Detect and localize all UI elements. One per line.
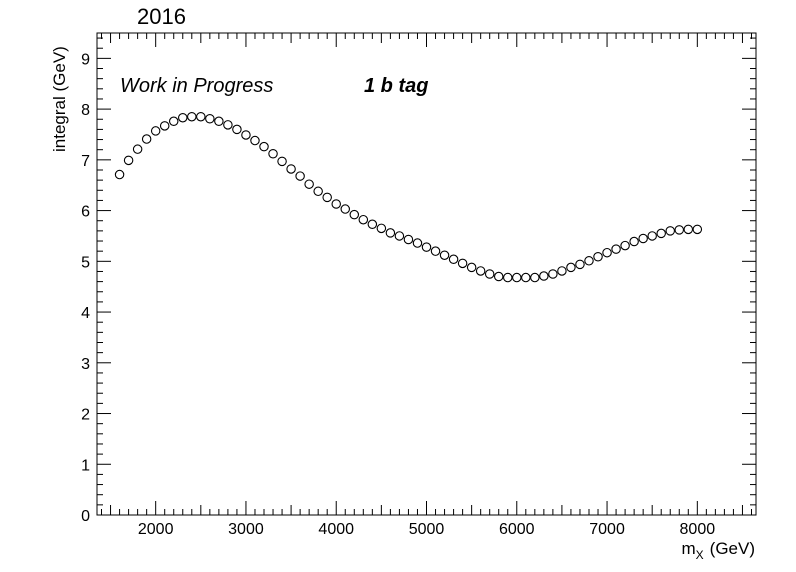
data-point <box>475 266 486 276</box>
data-point <box>313 186 323 197</box>
data-point <box>539 271 549 281</box>
data-point <box>132 144 143 154</box>
data-point <box>611 244 621 254</box>
data-point <box>493 271 504 282</box>
data-point <box>367 219 378 230</box>
y-tick-label: 7 <box>81 153 90 170</box>
y-tick-label: 8 <box>81 102 90 119</box>
y-tick-label: 1 <box>81 457 90 474</box>
data-point <box>674 225 685 235</box>
x-tick-label: 2000 <box>138 521 174 538</box>
data-point <box>457 258 468 269</box>
y-tick-label: 3 <box>81 356 90 373</box>
y-tick-label: 6 <box>81 204 90 221</box>
data-point <box>530 272 540 283</box>
data-point <box>141 134 152 144</box>
data-point <box>385 228 396 238</box>
x-axis-label-main: m <box>681 539 695 558</box>
y-axis-label: integral (GeV) <box>50 46 69 152</box>
data-point <box>638 233 648 244</box>
y-axis-ticks <box>97 37 756 516</box>
data-point <box>557 266 567 276</box>
data-point <box>502 272 513 283</box>
data-point <box>548 269 558 279</box>
data-point <box>620 240 630 251</box>
data-point <box>295 171 305 181</box>
data-point <box>178 112 188 123</box>
x-axis-ticks <box>101 33 752 515</box>
data-point <box>575 259 585 270</box>
data-point <box>349 209 360 220</box>
data-point <box>214 116 224 127</box>
x-tick-label: 5000 <box>409 521 445 538</box>
data-point <box>259 141 269 152</box>
data-point <box>223 120 233 130</box>
x-axis-label: mX (GeV) <box>681 539 755 562</box>
data-point <box>123 155 134 166</box>
data-point <box>331 199 341 209</box>
data-point <box>241 130 251 140</box>
data-point <box>268 149 278 159</box>
data-point <box>412 238 423 248</box>
data-point <box>512 272 522 283</box>
annotation-work-in-progress: Work in Progress <box>120 75 273 97</box>
data-point <box>439 250 450 260</box>
data-point <box>566 262 576 273</box>
data-point <box>358 214 369 225</box>
y-tick-label: 5 <box>81 254 90 271</box>
data-point <box>376 223 387 234</box>
y-tick-label: 9 <box>81 51 90 68</box>
data-point <box>484 269 495 279</box>
data-point <box>692 224 703 235</box>
x-axis-label-unit: (GeV) <box>710 539 755 558</box>
data-point <box>665 226 675 236</box>
y-tick-label: 2 <box>81 407 90 424</box>
data-point <box>286 164 296 174</box>
data-point <box>466 262 477 273</box>
x-tick-label: 7000 <box>589 521 625 538</box>
data-point <box>448 254 459 265</box>
data-point <box>656 228 666 239</box>
data-point <box>277 156 287 167</box>
data-point <box>250 135 260 146</box>
data-point <box>187 111 197 122</box>
x-tick-label: 8000 <box>680 521 716 538</box>
data-point <box>168 116 179 127</box>
data-point <box>647 231 657 241</box>
x-tick-label: 6000 <box>499 521 535 538</box>
data-point <box>584 256 594 266</box>
x-tick-label: 3000 <box>228 521 264 538</box>
data-point <box>521 272 531 283</box>
annotation-b-tag: 1 b tag <box>364 75 428 97</box>
data-point <box>304 179 314 189</box>
data-point <box>322 192 332 203</box>
data-point <box>421 242 432 252</box>
data-point <box>430 246 441 256</box>
data-series <box>114 111 703 283</box>
data-point <box>196 111 206 122</box>
y-axis-tick-labels: 0 1 2 3 4 5 6 7 8 9 <box>81 51 90 525</box>
data-point <box>114 169 125 180</box>
data-point <box>602 247 612 258</box>
x-axis-tick-labels: 2000 3000 4000 5000 6000 7000 8000 <box>138 521 715 538</box>
y-tick-label: 4 <box>81 305 90 322</box>
chart-title: 2016 <box>137 4 186 29</box>
data-point <box>593 251 603 262</box>
data-point <box>394 231 405 241</box>
data-point <box>683 224 694 235</box>
data-point <box>205 113 215 124</box>
data-point <box>150 126 161 136</box>
x-axis-label-subscript: X <box>696 548 704 562</box>
data-point <box>232 124 242 135</box>
data-point <box>340 204 351 214</box>
y-tick-label: 0 <box>81 508 90 525</box>
data-point <box>159 121 170 131</box>
data-point <box>403 234 414 245</box>
data-point <box>629 236 639 247</box>
x-tick-label: 4000 <box>318 521 354 538</box>
